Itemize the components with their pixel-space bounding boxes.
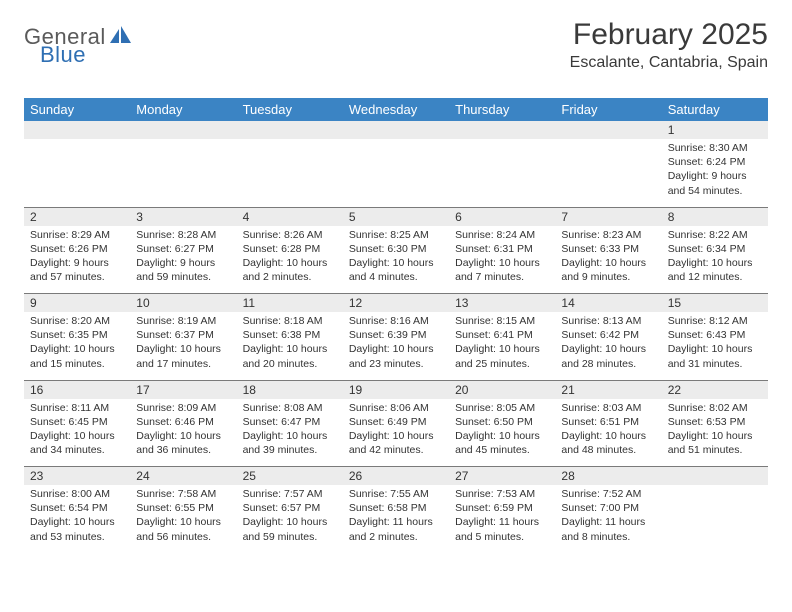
day-number: 25 [237,467,343,486]
day-number: 9 [24,294,130,313]
day-cell: Sunrise: 8:20 AM Sunset: 6:35 PM Dayligh… [24,312,130,380]
day-cell: Sunrise: 7:53 AM Sunset: 6:59 PM Dayligh… [449,485,555,553]
day-number: 2 [24,207,130,226]
day-number: 6 [449,207,555,226]
brand-part2-wrap: Blue [40,42,86,68]
day-cell: Sunrise: 8:30 AM Sunset: 6:24 PM Dayligh… [662,139,768,207]
day-number: 12 [343,294,449,313]
day-cell: Sunrise: 8:05 AM Sunset: 6:50 PM Dayligh… [449,399,555,467]
day-number-row: 232425262728 [24,467,768,486]
day-number [449,121,555,139]
day-cell: Sunrise: 8:11 AM Sunset: 6:45 PM Dayligh… [24,399,130,467]
calendar-page: General February 2025 Escalante, Cantabr… [0,0,792,571]
day-cell: Sunrise: 8:22 AM Sunset: 6:34 PM Dayligh… [662,226,768,294]
day-cell: Sunrise: 8:02 AM Sunset: 6:53 PM Dayligh… [662,399,768,467]
day-cell: Sunrise: 7:57 AM Sunset: 6:57 PM Dayligh… [237,485,343,553]
calendar-body: 1Sunrise: 8:30 AM Sunset: 6:24 PM Daylig… [24,121,768,553]
day-cell: Sunrise: 8:08 AM Sunset: 6:47 PM Dayligh… [237,399,343,467]
location-label: Escalante, Cantabria, Spain [570,54,768,72]
day-cell: Sunrise: 8:16 AM Sunset: 6:39 PM Dayligh… [343,312,449,380]
day-cell: Sunrise: 8:29 AM Sunset: 6:26 PM Dayligh… [24,226,130,294]
day-number: 18 [237,380,343,399]
day-cell: Sunrise: 8:23 AM Sunset: 6:33 PM Dayligh… [555,226,661,294]
day-number: 16 [24,380,130,399]
day-number: 10 [130,294,236,313]
day-cell: Sunrise: 8:13 AM Sunset: 6:42 PM Dayligh… [555,312,661,380]
day-number-row: 9101112131415 [24,294,768,313]
day-number: 14 [555,294,661,313]
day-cell: Sunrise: 7:52 AM Sunset: 7:00 PM Dayligh… [555,485,661,553]
day-cell: Sunrise: 8:26 AM Sunset: 6:28 PM Dayligh… [237,226,343,294]
day-cell [662,485,768,553]
day-cell: Sunrise: 8:09 AM Sunset: 6:46 PM Dayligh… [130,399,236,467]
day-number: 7 [555,207,661,226]
day-number: 1 [662,121,768,139]
day-number [237,121,343,139]
brand-part2: Blue [40,42,86,67]
day-number: 11 [237,294,343,313]
day-content-row: Sunrise: 8:29 AM Sunset: 6:26 PM Dayligh… [24,226,768,294]
day-number [343,121,449,139]
day-cell: Sunrise: 7:55 AM Sunset: 6:58 PM Dayligh… [343,485,449,553]
day-number: 3 [130,207,236,226]
day-cell [555,139,661,207]
day-cell [24,139,130,207]
day-number: 28 [555,467,661,486]
day-number [130,121,236,139]
day-number: 13 [449,294,555,313]
day-cell: Sunrise: 8:24 AM Sunset: 6:31 PM Dayligh… [449,226,555,294]
day-cell [343,139,449,207]
day-number: 15 [662,294,768,313]
title-block: February 2025 Escalante, Cantabria, Spai… [570,18,768,72]
weekday-header: Sunday [24,98,130,121]
day-number: 22 [662,380,768,399]
day-number: 21 [555,380,661,399]
day-cell: Sunrise: 8:28 AM Sunset: 6:27 PM Dayligh… [130,226,236,294]
day-content-row: Sunrise: 8:11 AM Sunset: 6:45 PM Dayligh… [24,399,768,467]
day-number: 26 [343,467,449,486]
day-content-row: Sunrise: 8:30 AM Sunset: 6:24 PM Dayligh… [24,139,768,207]
day-cell: Sunrise: 8:00 AM Sunset: 6:54 PM Dayligh… [24,485,130,553]
day-cell: Sunrise: 8:12 AM Sunset: 6:43 PM Dayligh… [662,312,768,380]
day-cell [449,139,555,207]
day-cell: Sunrise: 8:25 AM Sunset: 6:30 PM Dayligh… [343,226,449,294]
day-number-row: 1 [24,121,768,139]
day-number [555,121,661,139]
month-title: February 2025 [570,18,768,52]
day-cell: Sunrise: 8:06 AM Sunset: 6:49 PM Dayligh… [343,399,449,467]
day-number: 8 [662,207,768,226]
day-number: 23 [24,467,130,486]
day-cell: Sunrise: 8:19 AM Sunset: 6:37 PM Dayligh… [130,312,236,380]
weekday-header: Thursday [449,98,555,121]
weekday-header: Saturday [662,98,768,121]
day-number-row: 16171819202122 [24,380,768,399]
day-number: 20 [449,380,555,399]
day-content-row: Sunrise: 8:20 AM Sunset: 6:35 PM Dayligh… [24,312,768,380]
calendar-table: Sunday Monday Tuesday Wednesday Thursday… [24,98,768,553]
day-number: 19 [343,380,449,399]
day-cell [130,139,236,207]
day-number: 4 [237,207,343,226]
day-cell: Sunrise: 7:58 AM Sunset: 6:55 PM Dayligh… [130,485,236,553]
day-cell [237,139,343,207]
day-number: 24 [130,467,236,486]
day-number: 27 [449,467,555,486]
day-number [24,121,130,139]
weekday-header: Friday [555,98,661,121]
day-cell: Sunrise: 8:18 AM Sunset: 6:38 PM Dayligh… [237,312,343,380]
weekday-header: Monday [130,98,236,121]
day-number: 17 [130,380,236,399]
weekday-header: Tuesday [237,98,343,121]
day-number: 5 [343,207,449,226]
day-content-row: Sunrise: 8:00 AM Sunset: 6:54 PM Dayligh… [24,485,768,553]
day-number-row: 2345678 [24,207,768,226]
day-number [662,467,768,486]
day-cell: Sunrise: 8:15 AM Sunset: 6:41 PM Dayligh… [449,312,555,380]
day-cell: Sunrise: 8:03 AM Sunset: 6:51 PM Dayligh… [555,399,661,467]
weekday-header-row: Sunday Monday Tuesday Wednesday Thursday… [24,98,768,121]
weekday-header: Wednesday [343,98,449,121]
sail-icon [110,26,132,49]
